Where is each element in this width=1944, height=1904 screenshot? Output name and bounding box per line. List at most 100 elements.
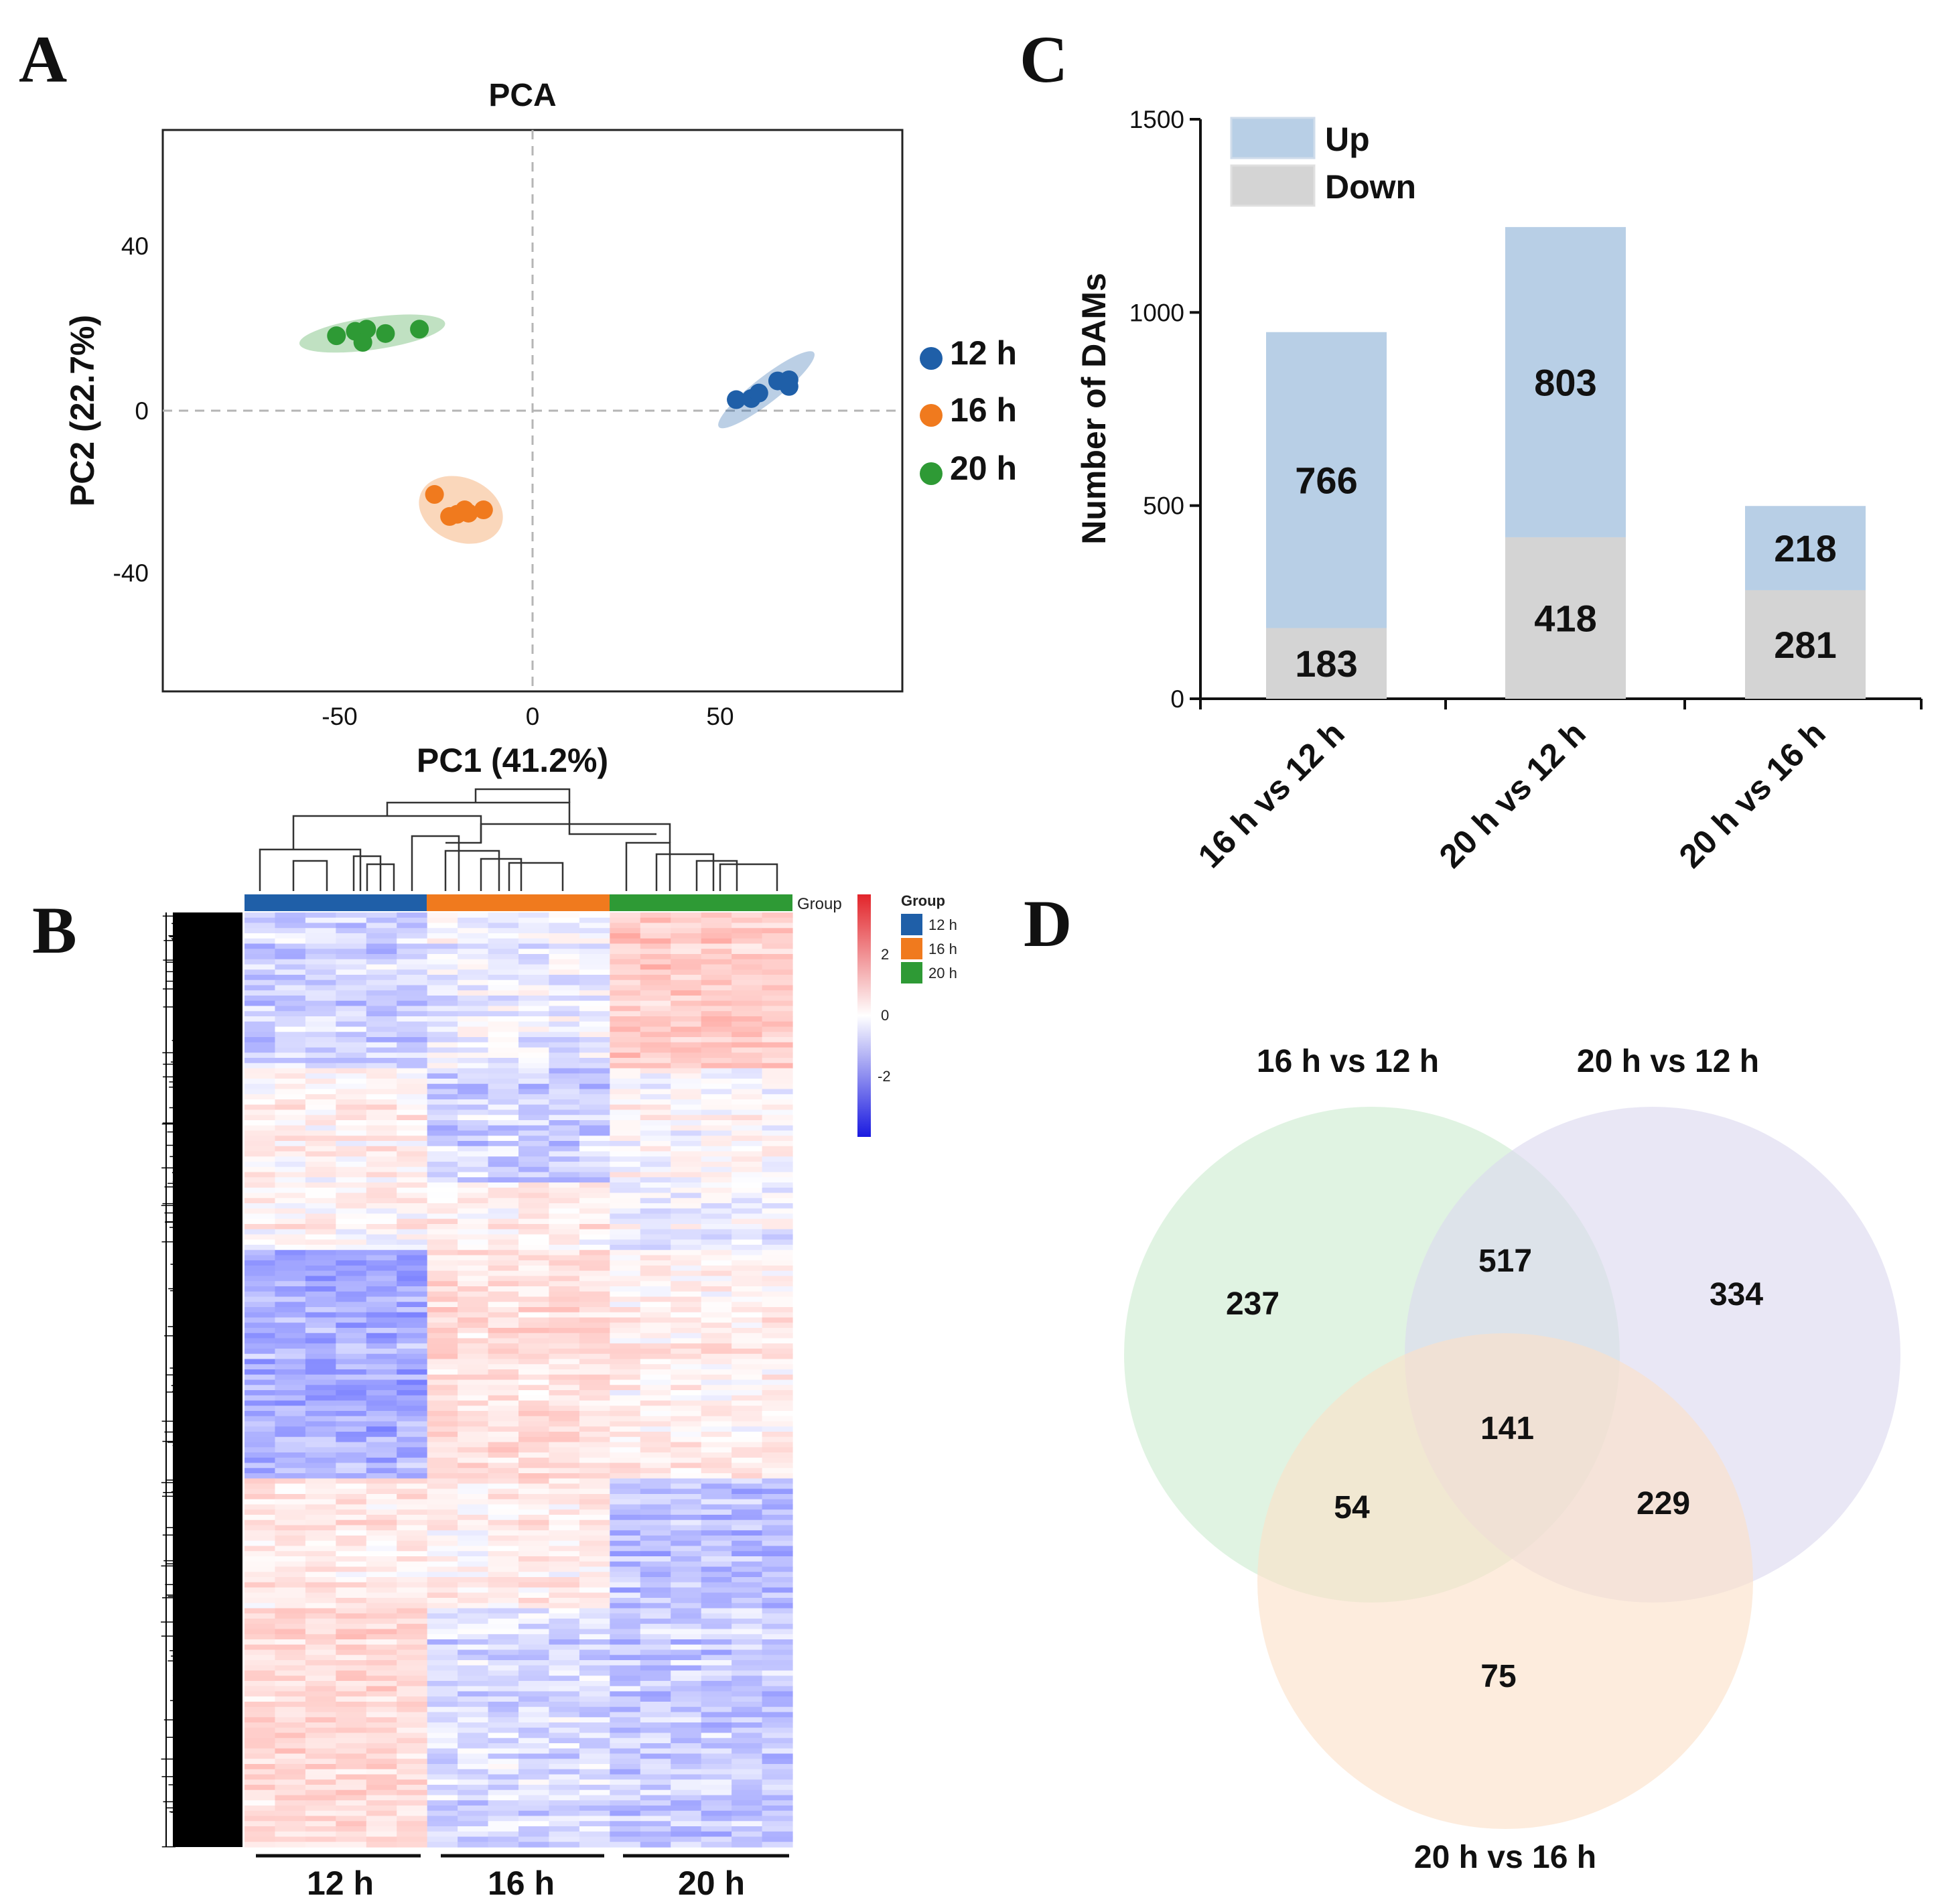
heatmap-cell — [701, 1836, 732, 1842]
heatmap-cell — [336, 990, 367, 996]
heatmap-cell — [518, 1587, 550, 1593]
heatmap-cell — [458, 949, 489, 955]
heatmap-cell — [701, 1732, 732, 1739]
heatmap-cell — [518, 1759, 550, 1765]
heatmap-cell — [549, 1509, 580, 1515]
heatmap-cell — [762, 1774, 793, 1780]
heatmap-cell — [366, 1333, 397, 1339]
heatmap-cell — [671, 1182, 702, 1188]
pca-ylabel: PC2 (22.7%) — [64, 315, 101, 506]
heatmap-cell — [579, 1494, 610, 1500]
heatmap-cell — [762, 1806, 793, 1812]
heatmap-cell — [305, 1779, 336, 1785]
heatmap-cell — [732, 1109, 763, 1115]
heatmap-cell — [458, 1213, 489, 1219]
heatmap-cell — [458, 1426, 489, 1432]
heatmap-cell — [488, 1400, 519, 1406]
heatmap-cell — [518, 949, 550, 955]
heatmap-cell — [397, 1016, 428, 1022]
heatmap-cell — [245, 1219, 276, 1225]
heatmap-cell — [579, 1842, 610, 1848]
heatmap-cell — [518, 1629, 550, 1635]
heatmap-cell — [762, 1634, 793, 1640]
heatmap-cell — [701, 928, 732, 934]
heatmap-cell — [366, 1816, 397, 1822]
venn-set-label-3: 20 h vs 16 h — [1414, 1840, 1596, 1875]
heatmap-cell — [671, 949, 702, 955]
heatmap-cell — [671, 1291, 702, 1298]
heatmap-cell — [366, 1374, 397, 1381]
heatmap-cell — [701, 1779, 732, 1785]
heatmap-cell — [762, 990, 793, 996]
heatmap-cell — [671, 1732, 702, 1739]
heatmap-cell — [366, 1499, 397, 1505]
heatmap-cell — [366, 1738, 397, 1744]
heatmap-cell — [458, 1307, 489, 1313]
heatmap-cell — [671, 1717, 702, 1723]
heatmap-cell — [458, 1566, 489, 1572]
heatmap-cell — [762, 1213, 793, 1219]
heatmap-cell — [701, 1042, 732, 1048]
heatmap-cell — [488, 1317, 519, 1323]
heatmap-cell — [762, 1166, 793, 1173]
heatmap-cell — [671, 1436, 702, 1443]
heatmap-cell — [397, 1006, 428, 1012]
heatmap-cell — [762, 1598, 793, 1604]
heatmap-cell — [671, 1276, 702, 1282]
heatmap-cell — [336, 1379, 367, 1385]
bottom-label-20h: 20 h — [678, 1864, 745, 1902]
heatmap-cell — [488, 1364, 519, 1370]
heatmap-cell — [366, 1089, 397, 1095]
heatmap-cell — [397, 943, 428, 949]
heatmap-cell — [671, 1203, 702, 1209]
heatmap-cell — [305, 1322, 336, 1329]
heatmap-cell — [488, 1634, 519, 1640]
heatmap-cell — [518, 1483, 550, 1489]
heatmap-cell — [549, 1499, 580, 1505]
heatmap-cell — [366, 1789, 397, 1796]
heatmap-cell — [275, 1686, 306, 1692]
heatmap-cell — [245, 1473, 276, 1479]
heatmap-cell — [488, 1079, 519, 1085]
heatmap-cell — [732, 1603, 763, 1609]
heatmap-cell — [671, 969, 702, 975]
heatmap-cell — [305, 1125, 336, 1132]
heatmap-cell — [488, 1338, 519, 1344]
heatmap-cell — [671, 1286, 702, 1292]
heatmap-cell — [762, 1317, 793, 1323]
heatmap-cell — [549, 1691, 580, 1697]
heatmap-cell — [245, 1296, 276, 1302]
heatmap-cell — [762, 912, 793, 919]
group-legend-label-16h: 16 h — [928, 941, 957, 957]
heatmap-cell — [336, 1660, 367, 1666]
heatmap-cell — [245, 1193, 276, 1199]
heatmap-cell — [610, 1722, 641, 1728]
heatmap-cell — [640, 1598, 671, 1604]
heatmap-cell — [610, 1660, 641, 1666]
heatmap-cell — [610, 1312, 641, 1318]
heatmap-cell — [640, 1390, 671, 1396]
heatmap-cell — [458, 1759, 489, 1765]
heatmap-cell — [549, 1504, 580, 1510]
heatmap-cell — [762, 1753, 793, 1759]
heatmap-cell — [245, 1359, 276, 1365]
heatmap-cell — [732, 1748, 763, 1755]
heatmap-cell — [762, 1540, 793, 1547]
heatmap-cell — [366, 1281, 397, 1287]
heatmap-cell — [671, 1753, 702, 1759]
heatmap-cell — [427, 1255, 458, 1261]
heatmap-cell — [488, 1473, 519, 1479]
heatmap-cell — [518, 1276, 550, 1282]
heatmap-cell — [640, 1515, 671, 1521]
heatmap-cell — [336, 1800, 367, 1806]
heatmap-cell — [305, 975, 336, 981]
heatmap-cell — [762, 1738, 793, 1744]
heatmap-cell — [518, 1322, 550, 1329]
heatmap-cell — [640, 1104, 671, 1111]
heatmap-cell — [305, 1203, 336, 1209]
heatmap-cell — [245, 1561, 276, 1568]
pca-ytick-1: 40 — [121, 232, 149, 260]
heatmap-cell — [549, 1613, 580, 1619]
heatmap-cell — [336, 1738, 367, 1744]
